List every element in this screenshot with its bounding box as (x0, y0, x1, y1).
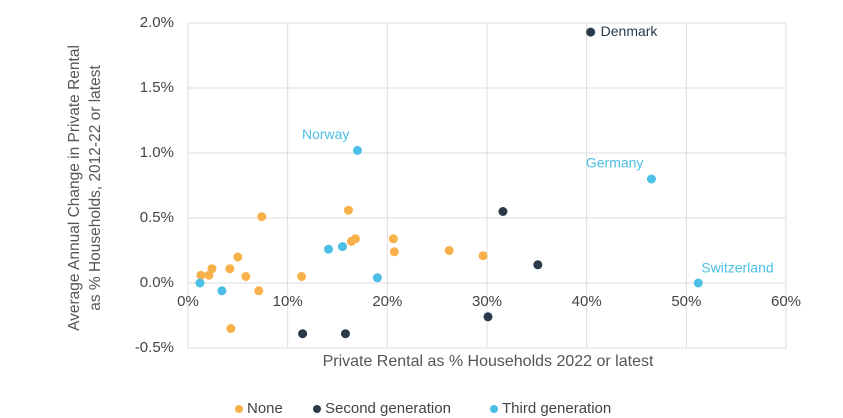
point (693, 278, 703, 288)
legend-label: Second generation (325, 400, 451, 417)
legend-label: Third generation (502, 400, 611, 417)
legend-marker (235, 405, 243, 413)
point (298, 329, 308, 339)
x-tick-label: 10% (273, 293, 303, 310)
point (389, 247, 399, 257)
point-label: Germany (586, 155, 644, 171)
x-tick-label: 0% (177, 293, 199, 310)
y-tick-label: 0.0% (140, 274, 174, 291)
y-axis-title: Average Annual Change in Private Rental … (66, 45, 104, 331)
point (254, 286, 264, 296)
point-label: Norway (302, 126, 349, 142)
point (350, 234, 360, 244)
point (498, 207, 508, 216)
point-label: Denmark (601, 23, 659, 39)
legend-marker (490, 405, 498, 413)
point (444, 246, 454, 255)
point (196, 270, 206, 280)
y-tick-label: 0.5% (140, 209, 174, 226)
y-tick-label: -0.5% (135, 339, 174, 356)
point (257, 212, 267, 222)
x-tick-label: 40% (572, 293, 602, 310)
legend-marker (313, 405, 321, 413)
point (352, 145, 362, 155)
point (343, 205, 353, 215)
point (226, 324, 236, 333)
point (241, 272, 251, 281)
x-tick-label: 30% (472, 293, 502, 310)
y-tick-label: 1.0% (140, 144, 174, 161)
point (340, 329, 350, 339)
point (586, 27, 596, 37)
legend-label: None (247, 400, 283, 417)
point (225, 264, 235, 274)
x-tick-label: 20% (372, 293, 402, 310)
point (297, 272, 307, 281)
point (337, 242, 347, 252)
point (195, 278, 205, 288)
x-tick-label: 60% (771, 293, 801, 310)
point (478, 251, 488, 261)
point (533, 260, 543, 270)
point (483, 312, 493, 322)
point (372, 273, 382, 283)
point (388, 234, 398, 244)
point (217, 286, 227, 296)
y-tick-label: 1.5% (140, 79, 174, 96)
x-axis-title: Private Rental as % Households 2022 or l… (323, 353, 654, 370)
point-label: Switzerland (701, 260, 773, 276)
point (646, 174, 656, 184)
point (324, 244, 334, 254)
point (207, 264, 217, 274)
x-tick-label: 50% (671, 293, 701, 310)
point (233, 252, 243, 262)
y-tick-label: 2.0% (140, 14, 174, 31)
